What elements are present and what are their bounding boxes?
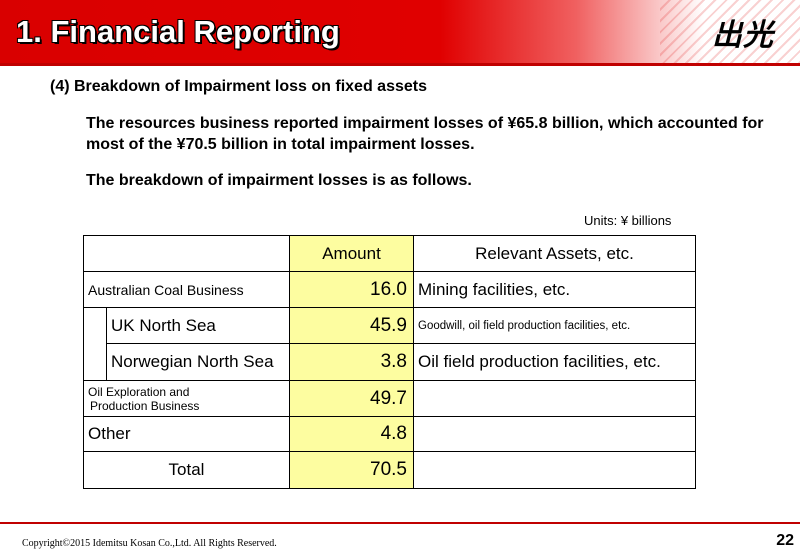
row-name-line1: Oil Exploration and [88, 384, 190, 399]
amount-column-header: Amount [289, 235, 414, 272]
company-logo: 出光 [712, 18, 774, 53]
row-assets [413, 380, 696, 417]
footer-divider [0, 522, 800, 524]
indent-cell [83, 307, 107, 381]
page-title: 1. Financial Reporting [16, 14, 340, 49]
total-row: Total 70.5 [83, 451, 696, 489]
row-amount: 3.8 [289, 343, 414, 381]
row-assets: Mining facilities, etc. [413, 271, 696, 308]
row-assets [413, 416, 696, 452]
header-blank-cell [83, 235, 290, 272]
breakdown-intro: The breakdown of impairment losses is as… [86, 172, 472, 189]
table-row: Australian Coal Business 16.0 Mining fac… [83, 271, 696, 308]
header-bar: 1. Financial Reporting 出光 [0, 0, 800, 66]
row-name-line2: Production Business [90, 398, 200, 413]
assets-column-header: Relevant Assets, etc. [413, 235, 696, 272]
row-name: UK North Sea [106, 307, 290, 344]
table-row: Other 4.8 [83, 416, 696, 452]
table-row: UK North Sea 45.9 Goodwill, oil field pr… [83, 307, 696, 381]
row-amount: 4.8 [289, 416, 414, 452]
row-assets: Goodwill, oil field production facilitie… [413, 307, 696, 344]
section-heading: (4) Breakdown of Impairment loss on fixe… [50, 78, 427, 95]
row-amount: 45.9 [289, 307, 414, 344]
row-name: Other [83, 416, 290, 452]
total-label: Total [83, 451, 290, 489]
row-amount: 49.7 [289, 380, 414, 417]
row-amount: 16.0 [289, 271, 414, 308]
units-label: Units: ¥ billions [584, 213, 672, 228]
copyright-text: Copyright©2015 Idemitsu Kosan Co.,Ltd. A… [22, 538, 277, 549]
row-name: Oil Exploration and Production Business [83, 380, 290, 417]
total-amount: 70.5 [289, 451, 414, 489]
table-header-row: Amount Relevant Assets, etc. [83, 235, 696, 272]
row-name: Australian Coal Business [83, 271, 290, 308]
table-row: Norwegian North Sea 3.8 Oil field produc… [84, 343, 696, 381]
row-assets: Oil field production facilities, etc. [413, 343, 696, 381]
table-row: Oil Exploration and Production Business … [83, 380, 696, 417]
header-decoration [660, 0, 800, 66]
row-name: Norwegian North Sea [106, 343, 290, 381]
total-assets-blank [413, 451, 696, 489]
page-number: 22 [776, 532, 794, 549]
summary-paragraph: The resources business reported impairme… [86, 115, 764, 153]
impairment-table: Amount Relevant Assets, etc. Australian … [83, 235, 696, 489]
